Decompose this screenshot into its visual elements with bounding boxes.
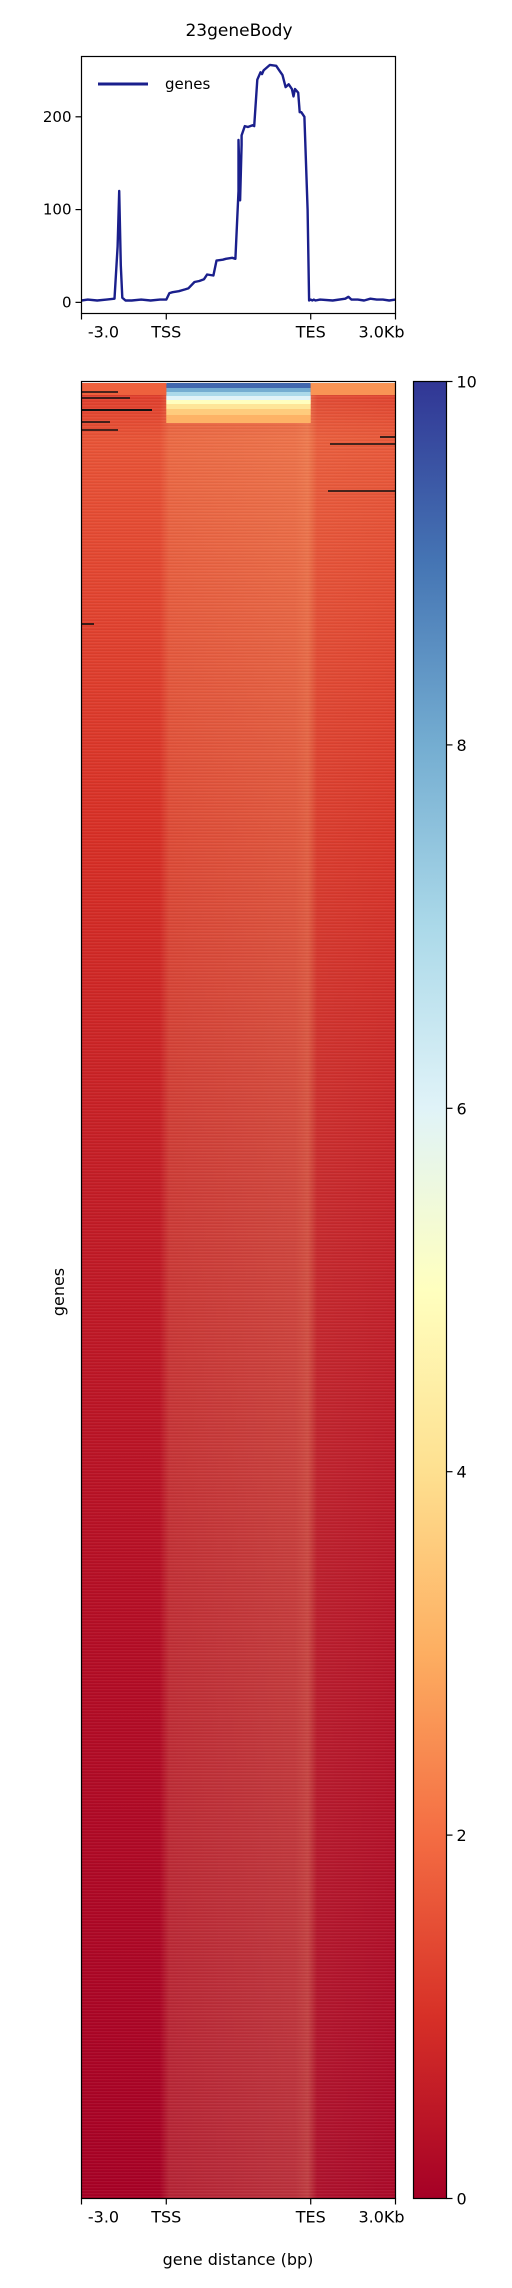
profile-axes-frame (80, 55, 397, 315)
colorbar-tick-label: 0 (457, 2190, 467, 2209)
heatmap-row (166, 404, 311, 409)
colorbar (412, 380, 448, 2200)
heatmap-row (166, 400, 311, 404)
heatmap-row (310, 383, 396, 395)
colorbar-tick-label: 6 (457, 1099, 467, 1118)
xtick-label: 3.0Kb (358, 2208, 404, 2227)
xtick-label: -3.0 (88, 2208, 119, 2227)
xtick-label: 3.0Kb (358, 323, 404, 342)
heatmap-texture (81, 384, 396, 2198)
colorbar-tick-label: 4 (457, 1463, 467, 1482)
heatmap-frame (80, 380, 397, 2200)
xtick-label: TSS (150, 323, 181, 342)
heatmap-row (81, 383, 167, 395)
heatmap-row (166, 409, 311, 415)
colorbar-tick-label: 10 (457, 373, 477, 392)
profile-title: 23geneBody (185, 21, 292, 41)
heatmap-ticks: -3.0 TSS TES 3.0Kb (80, 2198, 405, 2227)
profile-plot-area (81, 63, 396, 302)
heatmap-ylabel: genes (49, 1268, 68, 1316)
xtick-label: TSS (150, 2208, 181, 2227)
colorbar-tick-label: 8 (457, 736, 467, 755)
heatmap-xlabel: gene distance (bp) (163, 2250, 314, 2269)
xtick-label: TES (295, 2208, 326, 2227)
profile-ytick-label: 100 (43, 201, 72, 219)
colorbar-tick-label: 2 (457, 1826, 467, 1845)
heatmap (80, 380, 397, 2200)
xtick-label: -3.0 (88, 323, 119, 342)
heatmap-row (166, 392, 311, 396)
legend-label-genes: genes (165, 75, 210, 93)
heatmap-row (166, 396, 311, 400)
heatmap-row (166, 415, 311, 423)
heatmap-outlier-rows (81, 391, 396, 625)
heatmap-row (166, 388, 311, 392)
xtick-label: TES (295, 323, 326, 342)
heatmap-row (166, 383, 311, 388)
colorbar-ticks: 0 2 4 6 8 10 (446, 373, 477, 2209)
profile-ticks: 0 100 200 -3.0 TSS TES 3.0Kb (43, 108, 405, 342)
profile-ytick-label: 0 (62, 293, 72, 311)
profile-legend: genes (98, 75, 210, 93)
heatmap-top-rows (81, 383, 396, 423)
profile-line-genes (81, 63, 396, 302)
profile-ytick-label: 200 (43, 108, 72, 126)
